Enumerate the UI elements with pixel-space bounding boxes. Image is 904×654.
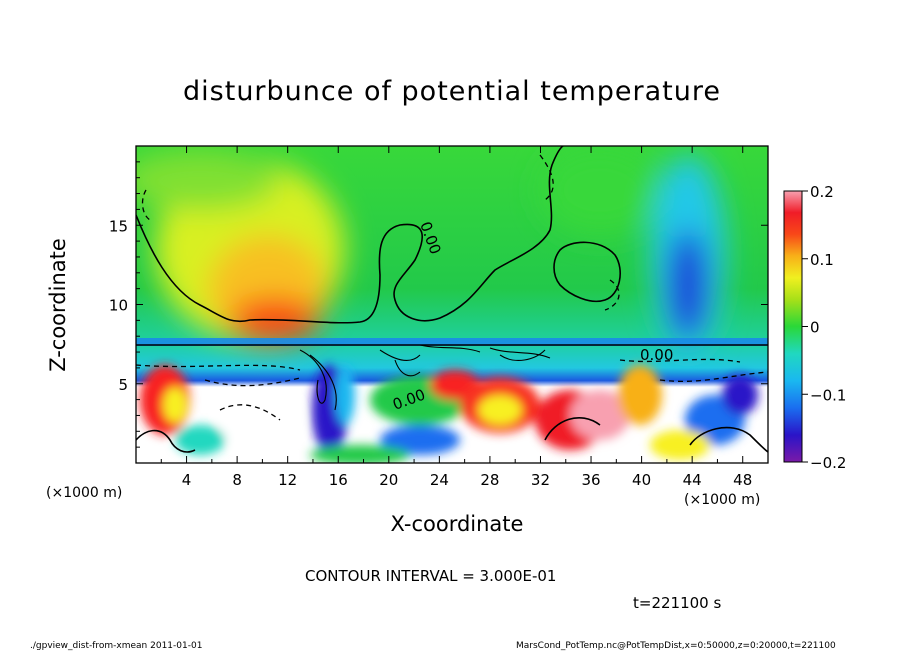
colorbar-tick-label: 0.2	[810, 183, 834, 201]
time-label: t=221100 s	[633, 594, 722, 612]
footer-source-label: MarsCond_PotTemp.nc@PotTempDist,x=0:5000…	[516, 641, 836, 651]
x-tick-label: 12	[278, 471, 297, 489]
x-tick-label: 44	[683, 471, 702, 489]
x-tick-label: 32	[531, 471, 550, 489]
x-tick-label: 20	[379, 471, 398, 489]
colorbar-tick-label: −0.1	[810, 386, 846, 404]
x-unit-label-right: (×1000 m)	[684, 492, 761, 508]
chart-title: disturbunce of potential temperature	[183, 76, 721, 107]
colorbar	[784, 191, 802, 462]
x-tick-label: 36	[581, 471, 600, 489]
x-tick-label: 4	[182, 471, 192, 489]
x-axis-label: X-coordinate	[0, 512, 904, 536]
y-tick-label: 10	[109, 297, 128, 315]
footer-script-label: ./gpview_dist-from-xmean 2011-01-01	[30, 641, 203, 651]
contour-label: 0.00	[640, 346, 673, 364]
x-tick-label: 8	[232, 471, 242, 489]
y-tick-label: 15	[109, 217, 128, 235]
colorbar-tick-label: −0.2	[810, 454, 846, 472]
x-unit-label-left: (×1000 m)	[46, 485, 123, 501]
x-axis-label-text: X-coordinate	[390, 512, 524, 536]
y-tick-label: 5	[118, 376, 128, 394]
contour-interval-label: CONTOUR INTERVAL = 3.000E-01	[305, 567, 557, 585]
x-tick-label: 40	[632, 471, 651, 489]
colorbar-tick-label: 0.1	[810, 251, 834, 269]
x-tick-label: 28	[480, 471, 499, 489]
x-tick-label: 48	[733, 471, 752, 489]
heatmap-field	[136, 146, 768, 463]
x-tick-label: 24	[430, 471, 449, 489]
colorbar-tick-label: 0	[810, 319, 820, 337]
x-tick-label: 16	[329, 471, 348, 489]
